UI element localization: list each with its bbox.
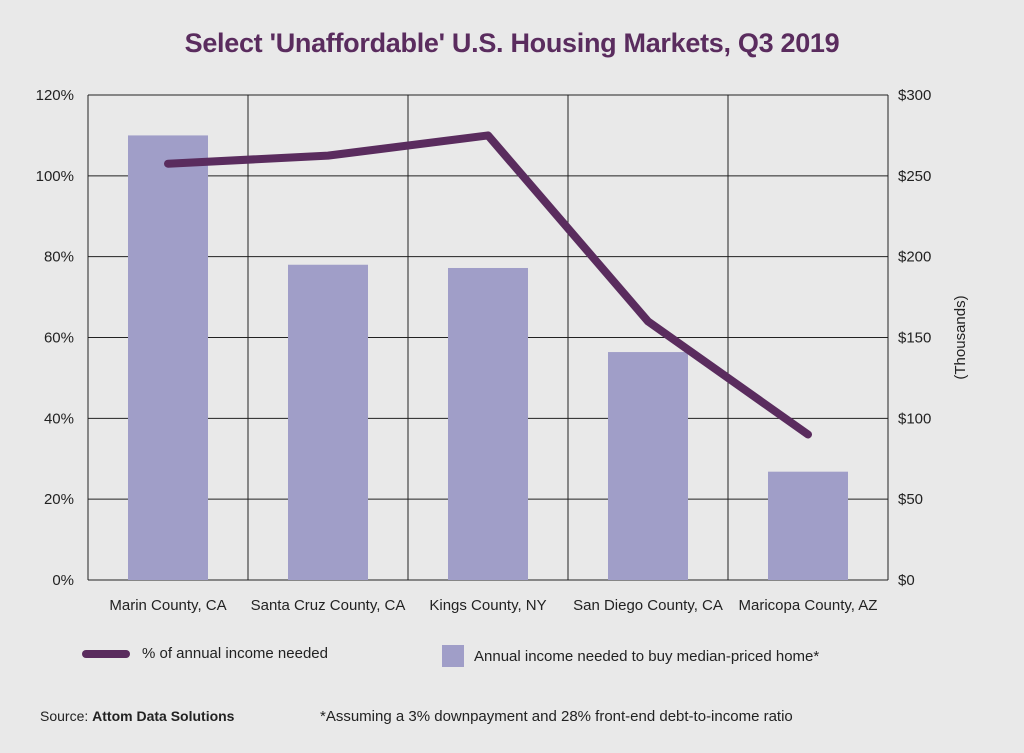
bar: [288, 264, 368, 580]
legend-bar-label: Annual income needed to buy median-price…: [474, 647, 820, 665]
category-axis: Marin County, CA Santa Cruz County, CA Kin…: [109, 597, 877, 614]
bar: [768, 471, 848, 580]
bar: [128, 135, 208, 580]
right-tick-label: $100: [898, 410, 931, 427]
left-tick-label: 60%: [44, 330, 74, 347]
legend-item-line: % of annual income needed: [82, 645, 328, 662]
left-tick-label: 120%: [36, 87, 74, 104]
bar-series: [128, 135, 848, 580]
line-series: [164, 131, 812, 439]
right-tick-label: $0: [898, 572, 915, 589]
footnote: *Assuming a 3% downpayment and 28% front…: [320, 708, 793, 725]
right-tick-label: $300: [898, 87, 931, 104]
left-tick-label: 80%: [44, 249, 74, 266]
category-label: Maricopa County, AZ: [739, 597, 878, 614]
bar: [448, 267, 528, 580]
right-tick-label: $50: [898, 491, 923, 508]
legend-bar-swatch: [442, 645, 464, 667]
bar: [608, 352, 688, 580]
legend-line-label: % of annual income needed: [142, 645, 328, 662]
right-tick-label: $200: [898, 249, 931, 266]
category-label: Marin County, CA: [109, 597, 226, 614]
right-axis: $0 $50 $100 $150 $200 $250 $300: [898, 87, 931, 589]
legend-line-swatch: [82, 649, 130, 658]
chart-title: Select 'Unaffordable' U.S. Housing Marke…: [184, 28, 840, 58]
category-label: Kings County, NY: [429, 597, 546, 614]
source-prefix: Source:: [40, 708, 93, 724]
left-tick-label: 40%: [44, 410, 74, 427]
source-note: Source: Attom Data Solutions: [40, 708, 234, 724]
right-tick-label: $250: [898, 168, 931, 185]
legend-item-bar: Annual income needed to buy median-price…: [442, 645, 819, 667]
left-tick-label: 20%: [44, 491, 74, 508]
right-tick-label: $150: [898, 330, 931, 347]
left-axis: 0% 20% 40% 60% 80% 100% 120%: [36, 87, 74, 589]
left-tick-label: 0%: [52, 572, 74, 589]
right-axis-title: (Thousands): [952, 295, 969, 379]
category-label: Santa Cruz County, CA: [251, 597, 406, 614]
category-label: San Diego County, CA: [573, 597, 723, 614]
source-name: Attom Data Solutions: [92, 708, 235, 724]
left-tick-label: 100%: [36, 168, 74, 185]
